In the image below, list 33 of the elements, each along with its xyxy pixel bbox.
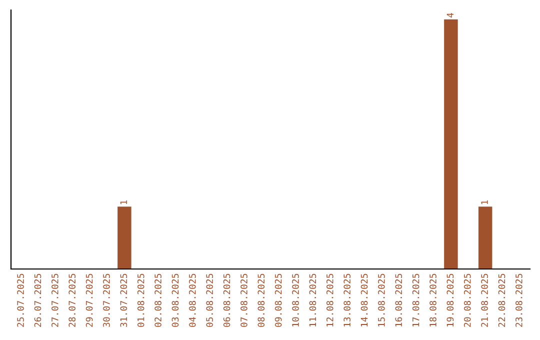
- x-tick-label: 12.08.2025: [326, 274, 334, 326]
- x-tick-label: 06.08.2025: [223, 274, 230, 327]
- x-tick-label: 23.08.2025: [516, 274, 522, 327]
- x-tick-label: 02.08.2025: [154, 274, 162, 327]
- x-tick-label: 09.08.2025: [274, 274, 282, 327]
- x-tick-label: 03.08.2025: [172, 274, 179, 327]
- data-label: 1: [120, 200, 127, 204]
- x-tick-label: 21.08.2025: [481, 274, 488, 327]
- x-tick-label: 07.08.2025: [240, 274, 248, 327]
- x-tick-label: 31.07.2025: [120, 274, 128, 327]
- x-tick-label: 19.08.2025: [446, 274, 454, 326]
- x-tick-label: 17.08.2025: [412, 274, 420, 326]
- x-tick-label: 20.08.2025: [464, 274, 471, 327]
- x-tick-label: 10.08.2025: [292, 274, 299, 326]
- x-tick-label: 26.07.2025: [34, 274, 42, 327]
- x-tick-label: 15.08.2025: [378, 274, 385, 326]
- x-tick-label: 13.08.2025: [344, 274, 350, 326]
- x-tick-label: 16.08.2025: [395, 274, 402, 326]
- x-tick-label: 30.07.2025: [103, 274, 110, 327]
- x-tick-label: 18.08.2025: [430, 274, 436, 326]
- x-tick-label: 29.07.2025: [86, 274, 93, 327]
- x-tick-label: 14.08.2025: [360, 274, 368, 326]
- x-tick-label: 08.08.2025: [258, 274, 265, 327]
- x-tick-label: 28.07.2025: [68, 274, 76, 327]
- data-label: 1: [481, 200, 488, 204]
- x-tick-label: 05.08.2025: [206, 274, 213, 327]
- x-tick-label: 01.08.2025: [137, 274, 144, 327]
- x-tick-label: 04.08.2025: [188, 274, 196, 327]
- x-tick-label: 27.07.2025: [51, 274, 58, 327]
- x-tick-label: 11.08.2025: [309, 274, 316, 326]
- x-tick-label: 25.07.2025: [17, 274, 24, 327]
- data-label: 4: [446, 12, 454, 18]
- x-tick-label: 22.08.2025: [498, 274, 506, 327]
